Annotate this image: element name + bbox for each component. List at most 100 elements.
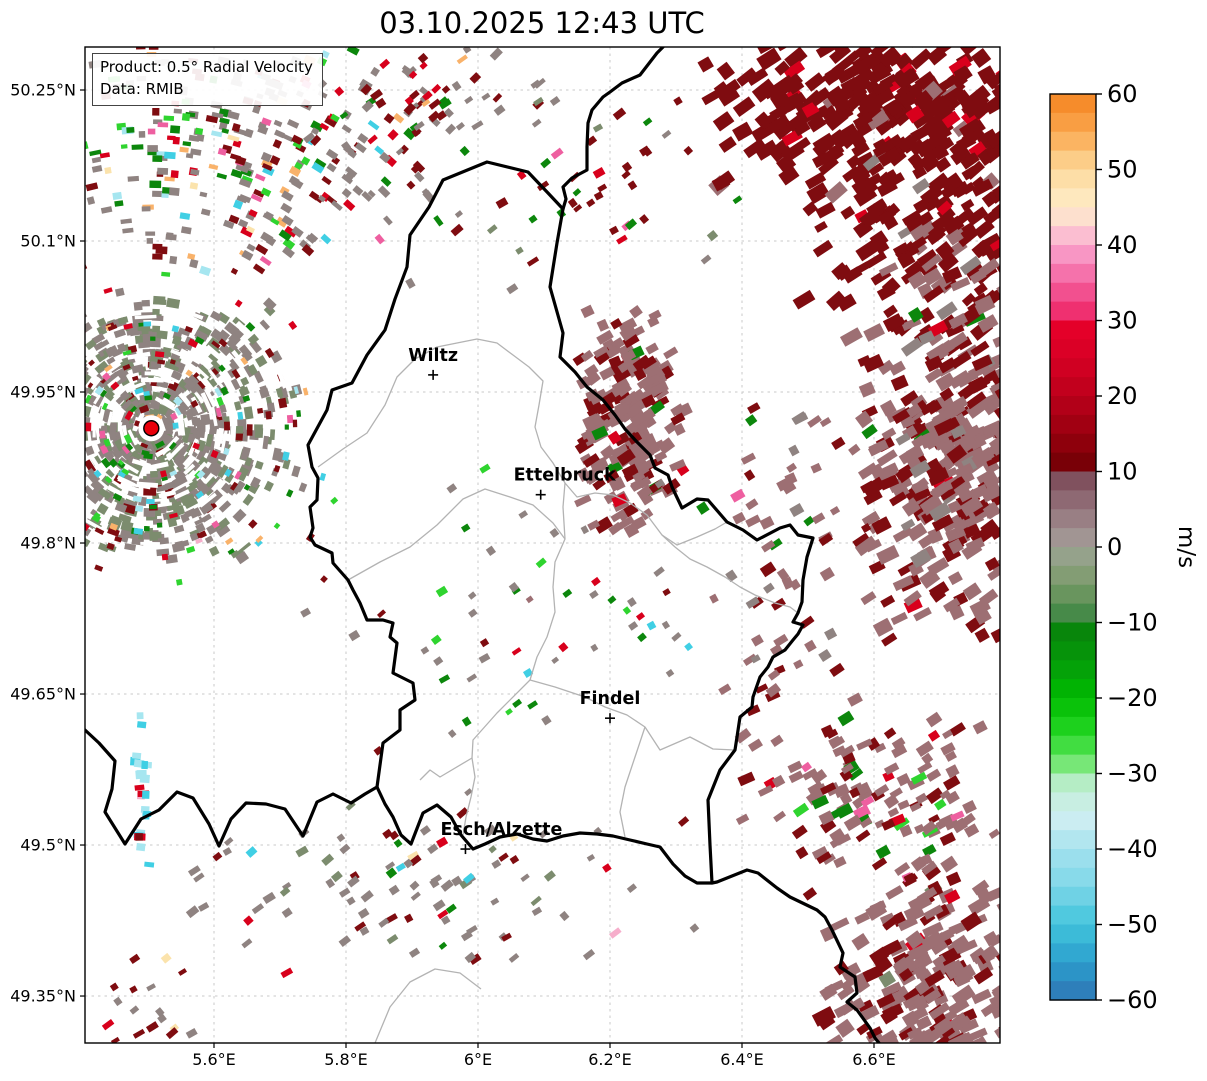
echo-bin <box>112 493 123 502</box>
echo-bin <box>540 157 552 169</box>
echo-bin <box>866 1026 883 1040</box>
echo-bin <box>183 463 196 476</box>
echo-bin <box>62 418 68 429</box>
echo-bin <box>252 263 266 275</box>
echo-bin <box>106 373 117 384</box>
echo-bin <box>802 768 818 781</box>
echo-bin <box>520 873 530 882</box>
echo-bin <box>464 95 474 105</box>
echo-bin <box>265 411 272 420</box>
echo-bin <box>607 595 617 605</box>
echo-bin <box>100 206 113 214</box>
echo-bin <box>169 412 178 421</box>
echo-bin <box>189 258 199 269</box>
echo-bin <box>60 429 65 436</box>
echo-bin <box>395 862 406 872</box>
echo-bin <box>1031 452 1051 469</box>
echo-bin <box>343 199 356 212</box>
echo-bin <box>217 147 227 156</box>
echo-bin <box>1013 1046 1033 1061</box>
echo-bin <box>58 333 66 341</box>
colorbar-band <box>1050 792 1096 812</box>
echo-cluster-south-scatter <box>185 788 700 979</box>
echo-bin <box>770 734 784 748</box>
echo-bin <box>832 745 847 758</box>
echo-bin <box>85 339 97 351</box>
echo-bin <box>1009 382 1032 401</box>
echo-bin <box>857 355 872 367</box>
echo-cluster-top-right-mass <box>697 28 1000 205</box>
colorbar-band <box>1050 169 1096 189</box>
echo-bin <box>849 84 868 102</box>
echo-bin <box>39 439 48 453</box>
echo-bin <box>897 251 916 269</box>
echo-bin <box>131 144 144 150</box>
echo-bin <box>73 364 83 375</box>
echo-bin <box>1048 1009 1066 1026</box>
colorbar-band <box>1050 245 1096 265</box>
echo-bin <box>233 401 242 411</box>
district-border-line <box>374 968 482 1043</box>
echo-bin <box>201 513 212 523</box>
echo-bin <box>136 712 144 720</box>
echo-bin <box>104 364 113 373</box>
echo-bin <box>835 833 852 846</box>
colorbar-band <box>1050 886 1096 907</box>
echo-bin <box>245 846 258 858</box>
echo-bin <box>346 47 360 56</box>
echo-bin <box>422 90 433 102</box>
echo-bin <box>58 428 67 438</box>
echo-bin <box>50 451 58 460</box>
echo-bin <box>105 345 119 358</box>
echo-bin <box>152 155 163 162</box>
echo-bin <box>803 515 815 527</box>
city-label: Findel <box>580 689 641 709</box>
echo-bin <box>1003 454 1027 476</box>
echo-bin <box>174 471 187 483</box>
echo-bin <box>636 446 655 463</box>
echo-bin <box>954 89 973 108</box>
echo-bin <box>984 243 1000 263</box>
echo-bin <box>131 364 144 374</box>
echo-bin <box>1029 927 1051 946</box>
echo-bin <box>1022 940 1038 954</box>
echo-bin <box>820 28 838 44</box>
echo-bin <box>147 128 156 135</box>
echo-bin <box>44 400 54 411</box>
echo-bin <box>1011 402 1030 418</box>
echo-bin <box>925 121 944 139</box>
echo-bin <box>1017 459 1040 479</box>
echo-bin <box>921 752 934 765</box>
echo-bin <box>913 198 930 214</box>
echo-bin <box>75 47 84 54</box>
echo-bin <box>933 195 952 213</box>
echo-bin <box>410 891 421 901</box>
colorbar-band <box>1050 471 1096 491</box>
echo-bin <box>451 80 462 92</box>
echo-bin <box>621 161 633 173</box>
echo-bin <box>409 89 420 101</box>
echo-bin <box>862 92 883 112</box>
echo-bin <box>370 66 380 77</box>
echo-bin <box>187 338 199 348</box>
echo-bin <box>839 744 855 758</box>
echo-bin <box>265 236 277 247</box>
colorbar-tick-label: −60 <box>1107 986 1158 1014</box>
colorbar-tick-label: −30 <box>1107 760 1158 788</box>
echo-bin <box>945 790 960 805</box>
echo-bin <box>641 394 656 409</box>
echo-bin <box>232 139 242 148</box>
y-tick-label: 49.65°N <box>10 685 76 704</box>
echo-bin <box>809 86 832 107</box>
echo-bin <box>395 147 404 156</box>
plot-frame <box>84 46 1001 1044</box>
echo-bin <box>117 459 124 466</box>
echo-bin <box>409 880 420 891</box>
echo-bin <box>87 468 99 481</box>
echo-bin <box>469 72 482 84</box>
district-border-line <box>661 534 799 614</box>
echo-bin <box>743 469 756 482</box>
echo-bin <box>509 854 520 865</box>
echo-bin <box>232 508 247 523</box>
echo-bin <box>109 522 119 531</box>
